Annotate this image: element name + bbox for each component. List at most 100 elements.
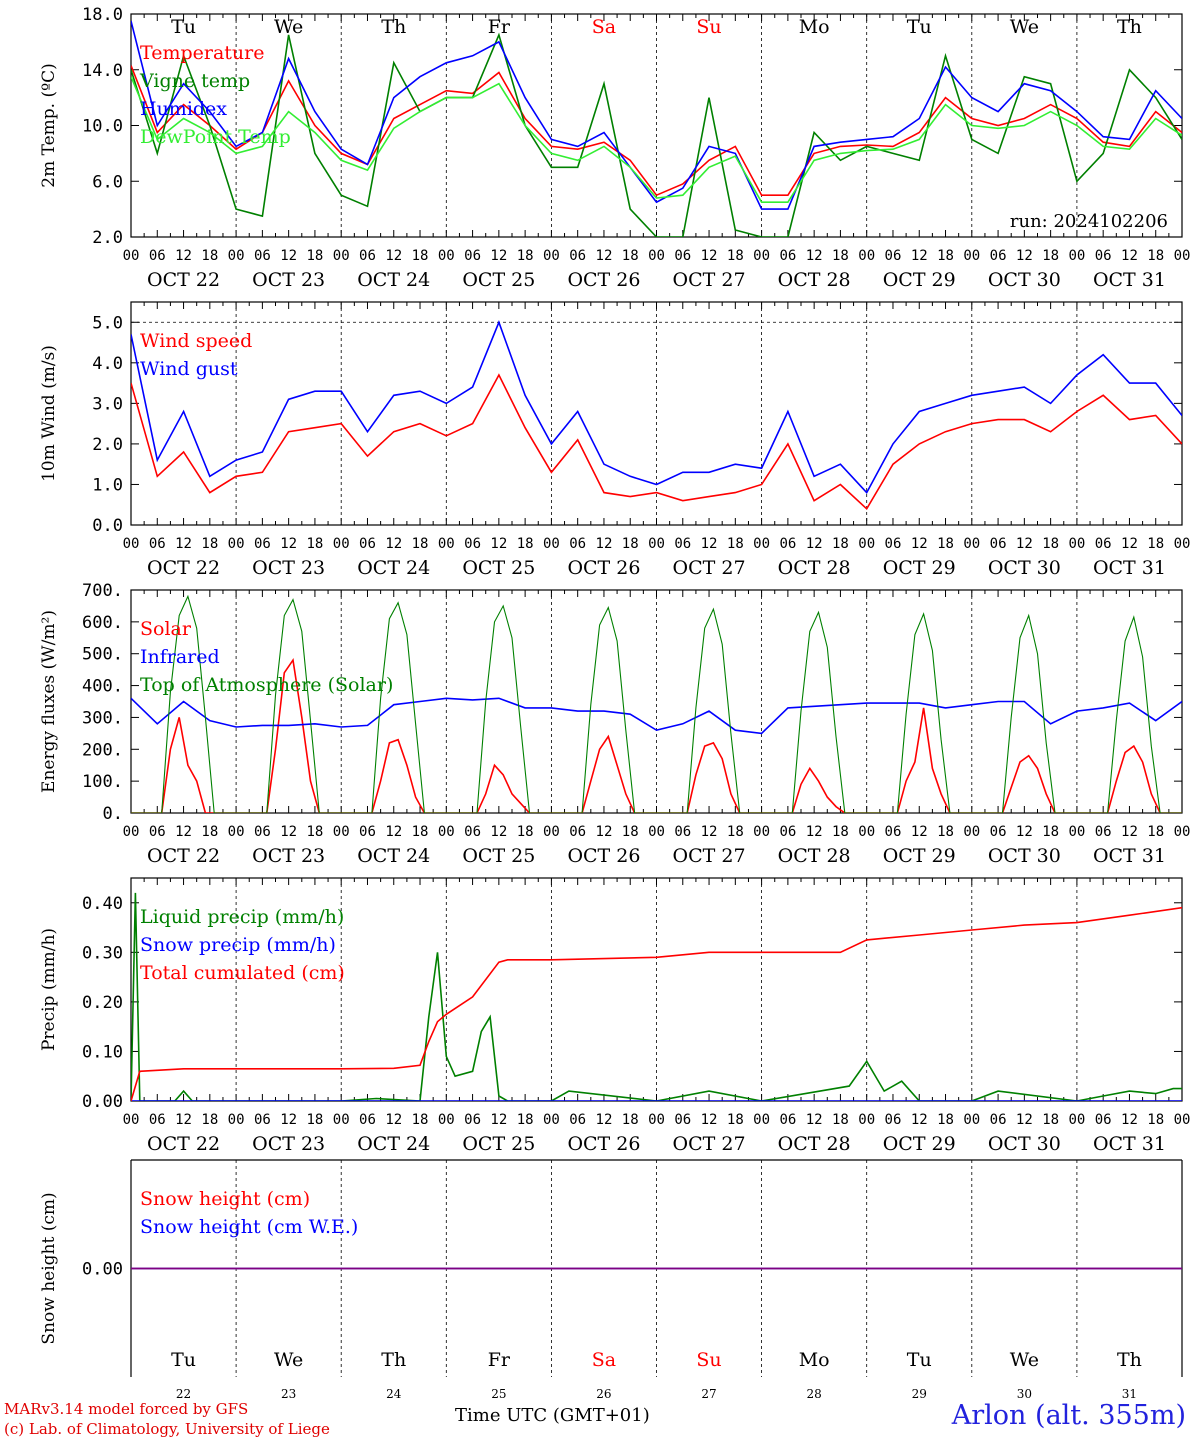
hour-tick-label: 00 bbox=[1068, 824, 1085, 840]
date-label: OCT 22 bbox=[147, 1133, 220, 1155]
hour-tick-label: 00 bbox=[753, 1112, 770, 1128]
hour-tick-label: 00 bbox=[648, 1112, 665, 1128]
hour-tick-label: 18 bbox=[832, 536, 849, 552]
date-label: OCT 23 bbox=[252, 269, 325, 291]
hour-tick-label: 18 bbox=[517, 248, 534, 264]
series-line-total-cumulated-cm- bbox=[131, 906, 1182, 1101]
y-tick-label: 3.0 bbox=[92, 394, 123, 414]
day-number-label: 28 bbox=[807, 1387, 822, 1401]
legend-entry: Solar bbox=[140, 618, 192, 640]
hour-tick-label: 18 bbox=[201, 248, 218, 264]
date-label: OCT 23 bbox=[252, 1133, 325, 1155]
hour-tick-label: 12 bbox=[1016, 536, 1033, 552]
date-label: OCT 31 bbox=[1093, 269, 1166, 291]
hour-tick-label: 18 bbox=[1147, 248, 1164, 264]
weekday-label: Tu bbox=[171, 1349, 196, 1371]
hour-tick-label: 00 bbox=[543, 248, 560, 264]
date-label: OCT 23 bbox=[252, 557, 325, 579]
hour-tick-label: 18 bbox=[727, 248, 744, 264]
date-label: OCT 26 bbox=[567, 557, 640, 579]
date-label: OCT 27 bbox=[673, 1133, 746, 1155]
date-label: OCT 26 bbox=[567, 845, 640, 867]
time-axis-label: Time UTC (GMT+01) bbox=[455, 1405, 650, 1426]
y-tick-label: 0.20 bbox=[82, 993, 123, 1013]
y-tick-label: 300. bbox=[82, 708, 123, 728]
hour-tick-label: 12 bbox=[701, 1112, 718, 1128]
hour-tick-label: 18 bbox=[937, 1112, 954, 1128]
weekday-label: Su bbox=[696, 1349, 721, 1371]
y-tick-label: 0.10 bbox=[82, 1042, 123, 1062]
date-label: OCT 26 bbox=[567, 269, 640, 291]
weekday-label: Fr bbox=[488, 16, 511, 38]
panel-energy bbox=[130, 589, 1183, 814]
date-label: OCT 22 bbox=[147, 845, 220, 867]
weekday-label: Su bbox=[696, 16, 721, 38]
day-number-label: 31 bbox=[1122, 1387, 1137, 1401]
hour-tick-label: 18 bbox=[201, 824, 218, 840]
hour-tick-label: 06 bbox=[1095, 536, 1112, 552]
y-tick-label: 2.0 bbox=[92, 228, 123, 248]
hour-tick-label: 18 bbox=[937, 824, 954, 840]
hour-tick-label: 00 bbox=[333, 824, 350, 840]
hour-tick-label: 12 bbox=[175, 1112, 192, 1128]
date-label: OCT 30 bbox=[988, 269, 1061, 291]
date-label: OCT 27 bbox=[673, 845, 746, 867]
hour-tick-label: 00 bbox=[963, 824, 980, 840]
hour-tick-label: 06 bbox=[149, 536, 166, 552]
date-label: OCT 28 bbox=[778, 557, 851, 579]
date-label: OCT 25 bbox=[462, 845, 535, 867]
date-label: OCT 31 bbox=[1093, 845, 1166, 867]
hour-tick-label: 00 bbox=[438, 824, 455, 840]
y-tick-label: 2.0 bbox=[92, 435, 123, 455]
y-axis-label: Precip (mm/h) bbox=[39, 928, 59, 1051]
y-tick-label: 0.0 bbox=[92, 516, 123, 536]
hour-tick-label: 00 bbox=[333, 536, 350, 552]
weekday-label: Mo bbox=[799, 16, 830, 38]
hour-tick-label: 06 bbox=[464, 536, 481, 552]
hour-tick-label: 18 bbox=[1042, 536, 1059, 552]
hour-tick-label: 18 bbox=[622, 824, 639, 840]
hour-tick-label: 18 bbox=[1147, 536, 1164, 552]
hour-tick-label: 00 bbox=[648, 824, 665, 840]
hour-tick-label: 00 bbox=[333, 248, 350, 264]
hour-tick-label: 12 bbox=[701, 824, 718, 840]
series-line-top-of-atmosphere-solar- bbox=[131, 594, 1182, 813]
hour-tick-label: 12 bbox=[490, 824, 507, 840]
hour-tick-label: 06 bbox=[674, 248, 691, 264]
panel-snow bbox=[130, 1159, 1183, 1377]
hour-tick-label: 12 bbox=[385, 248, 402, 264]
hour-tick-label: 18 bbox=[517, 1112, 534, 1128]
hour-tick-label: 06 bbox=[674, 824, 691, 840]
legend-entry: Snow precip (mm/h) bbox=[140, 934, 336, 956]
date-label: OCT 30 bbox=[988, 557, 1061, 579]
hour-tick-label: 06 bbox=[779, 824, 796, 840]
day-number-label: 30 bbox=[1017, 1387, 1032, 1401]
date-label: OCT 22 bbox=[147, 269, 220, 291]
y-axis-label: Energy fluxes (W/m²) bbox=[39, 610, 59, 793]
hour-tick-label: 06 bbox=[254, 1112, 271, 1128]
weekday-label: We bbox=[274, 1349, 303, 1371]
date-label: OCT 23 bbox=[252, 845, 325, 867]
hour-tick-label: 06 bbox=[1095, 824, 1112, 840]
weekday-label: Th bbox=[381, 16, 406, 38]
hour-tick-label: 12 bbox=[1121, 1112, 1138, 1128]
hour-tick-label: 06 bbox=[779, 536, 796, 552]
day-number-label: 22 bbox=[176, 1387, 191, 1401]
hour-tick-label: 12 bbox=[1121, 248, 1138, 264]
date-label: OCT 26 bbox=[567, 1133, 640, 1155]
hour-tick-label: 00 bbox=[123, 824, 140, 840]
hour-tick-label: 06 bbox=[779, 1112, 796, 1128]
model-credit: MARv3.14 model forced by GFS bbox=[4, 1400, 249, 1418]
hour-tick-label: 12 bbox=[701, 536, 718, 552]
date-label: OCT 24 bbox=[357, 269, 430, 291]
y-axis-label: 10m Wind (m/s) bbox=[39, 345, 59, 482]
weekday-label: Fr bbox=[488, 1349, 511, 1371]
hour-tick-label: 00 bbox=[123, 248, 140, 264]
hour-tick-label: 06 bbox=[359, 248, 376, 264]
y-axis-label: 2m Temp. (ºC) bbox=[39, 63, 59, 188]
hour-tick-label: 12 bbox=[1121, 536, 1138, 552]
hour-tick-label: 00 bbox=[1174, 824, 1191, 840]
weekday-label: Th bbox=[381, 1349, 406, 1371]
hour-tick-label: 00 bbox=[963, 1112, 980, 1128]
